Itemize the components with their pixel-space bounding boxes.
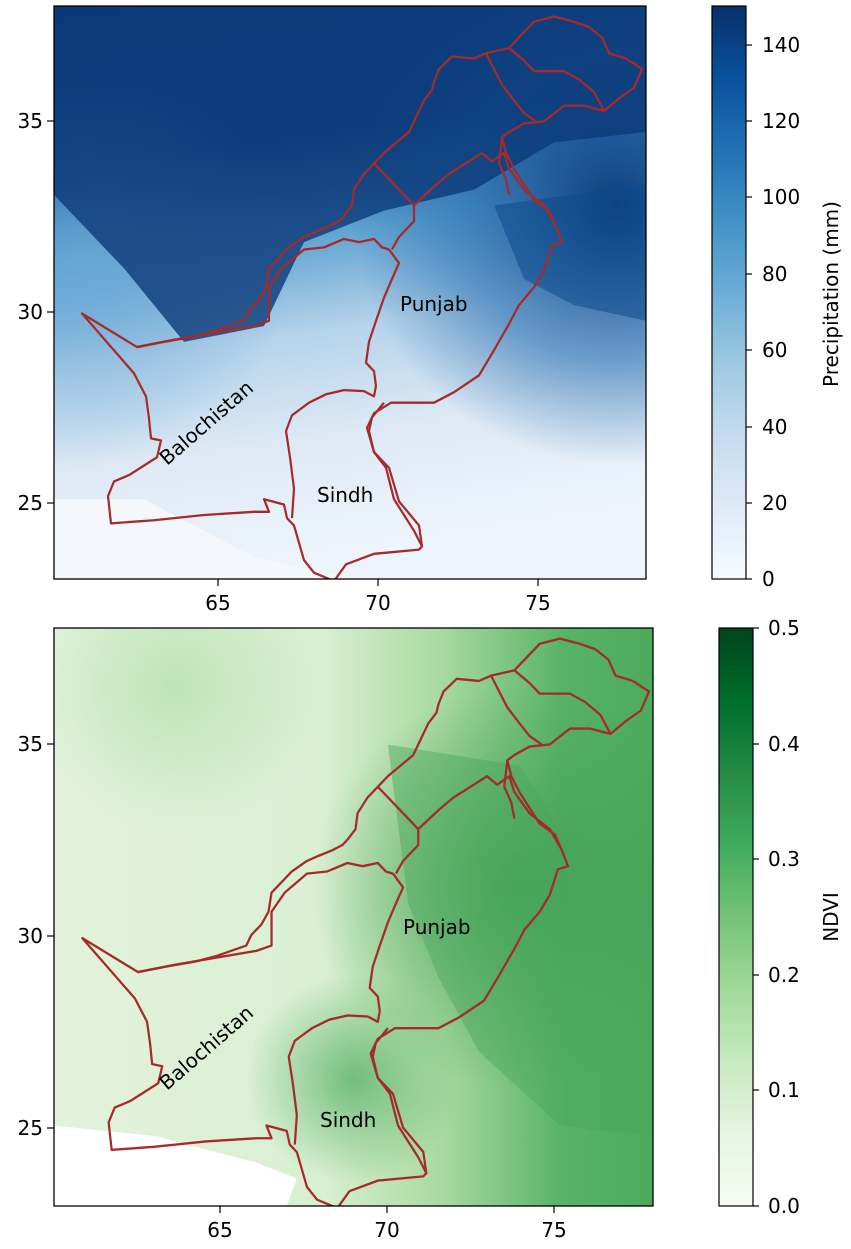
ndvi-cbar-tick-0.1: 0.1 xyxy=(768,1078,800,1102)
precip-label-punjab: Punjab xyxy=(400,292,468,316)
precip-cbar-tick-20: 20 xyxy=(762,491,787,515)
precip-label-sindh: Sindh xyxy=(317,483,373,507)
ndvi-colorbar: 0.0 0.1 0.2 0.3 0.4 0.5 NDVI xyxy=(718,616,843,1218)
ndvi-cbar-tick-0.4: 0.4 xyxy=(768,732,800,756)
ndvi-y-ticks: 25 30 35 xyxy=(18,732,54,1140)
ndvi-cbar-tick-0.3: 0.3 xyxy=(768,847,800,871)
ndvi-ytick-30: 30 xyxy=(18,924,43,948)
precip-x-ticks: 65 70 75 xyxy=(205,579,551,615)
precip-xtick-75: 75 xyxy=(525,591,550,615)
precipitation-map-panel: 65 70 75 25 30 35 Punjab Balochistan Sin… xyxy=(18,5,843,615)
precip-colorbar-label: Precipitation (mm) xyxy=(819,201,843,387)
precip-y-ticks: 25 30 35 xyxy=(18,109,54,515)
ndvi-x-ticks: 65 70 75 xyxy=(207,1206,567,1242)
precip-ytick-30: 30 xyxy=(18,300,43,324)
precip-ytick-25: 25 xyxy=(18,491,43,515)
ndvi-label-sindh: Sindh xyxy=(320,1108,376,1132)
ndvi-cbar-tick-0.2: 0.2 xyxy=(768,963,800,987)
ndvi-cbar-tick-0.0: 0.0 xyxy=(768,1194,800,1218)
precip-cbar-tick-100: 100 xyxy=(762,185,800,209)
ndvi-ytick-35: 35 xyxy=(18,732,43,756)
ndvi-label-punjab: Punjab xyxy=(403,915,471,939)
precip-colorbar: 0 20 40 60 80 100 120 140 Precipitation … xyxy=(711,5,843,591)
ndvi-ytick-25: 25 xyxy=(18,1116,43,1140)
ndvi-xtick-75: 75 xyxy=(541,1218,566,1242)
ndvi-colorbar-label: NDVI xyxy=(819,892,843,942)
precip-cbar-tick-140: 140 xyxy=(762,33,800,57)
ndvi-cbar-tick-0.5: 0.5 xyxy=(768,616,800,640)
ndvi-xtick-65: 65 xyxy=(207,1218,232,1242)
precip-cbar-tick-0: 0 xyxy=(762,567,775,591)
precip-axes-frame xyxy=(53,5,647,580)
ndvi-map-area xyxy=(54,628,653,1206)
precip-cbar-tick-80: 80 xyxy=(762,262,787,286)
precip-cbar-tick-60: 60 xyxy=(762,338,787,362)
precip-xtick-65: 65 xyxy=(205,591,230,615)
precip-xtick-70: 70 xyxy=(365,591,390,615)
precip-cbar-tick-40: 40 xyxy=(762,415,787,439)
precip-cbar-tick-120: 120 xyxy=(762,109,800,133)
precipitation-map-area xyxy=(54,6,646,579)
ndvi-xtick-70: 70 xyxy=(374,1218,399,1242)
ndvi-map-panel: 65 70 75 25 30 35 Punjab Balochistan Sin… xyxy=(18,616,843,1242)
precip-ytick-35: 35 xyxy=(18,109,43,133)
ndvi-axes-frame xyxy=(53,627,654,1207)
